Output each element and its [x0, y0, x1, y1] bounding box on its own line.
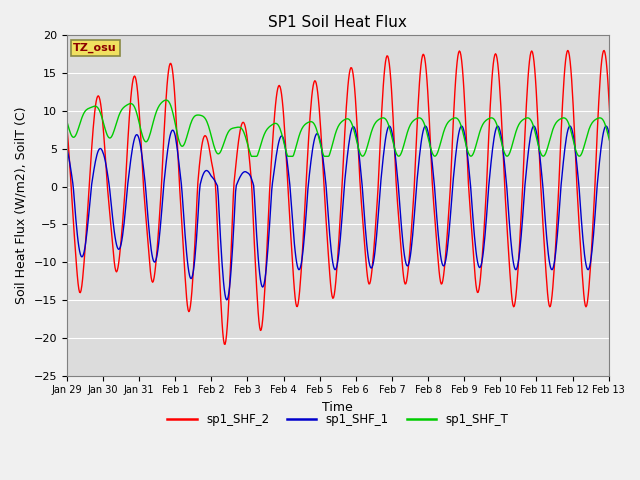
sp1_SHF_1 — [417, 147, 424, 153]
Text: TZ_osu: TZ_osu — [73, 43, 117, 53]
sp1_SHF_T — [417, 116, 425, 121]
sp1_SHF_T — [63, 118, 70, 124]
Line: sp1_SHF_1: sp1_SHF_1 — [67, 126, 640, 300]
Y-axis label: Soil Heat Flux (W/m2), SoilT (C): Soil Heat Flux (W/m2), SoilT (C) — [15, 107, 28, 304]
sp1_SHF_T — [449, 115, 457, 121]
sp1_SHF_T — [131, 104, 138, 110]
sp1_SHF_T — [267, 123, 275, 129]
Line: sp1_SHF_T: sp1_SHF_T — [67, 100, 640, 156]
sp1_SHF_1 — [266, 212, 274, 217]
sp1_SHF_T — [238, 126, 246, 132]
sp1_SHF_2 — [131, 73, 138, 79]
Line: sp1_SHF_2: sp1_SHF_2 — [67, 50, 640, 344]
Legend: sp1_SHF_2, sp1_SHF_1, sp1_SHF_T: sp1_SHF_2, sp1_SHF_1, sp1_SHF_T — [163, 408, 513, 431]
sp1_SHF_2 — [221, 341, 229, 347]
sp1_SHF_1 — [449, 176, 457, 181]
sp1_SHF_1 — [63, 146, 70, 152]
sp1_SHF_2 — [564, 48, 572, 53]
X-axis label: Time: Time — [323, 401, 353, 414]
sp1_SHF_1 — [238, 171, 246, 177]
sp1_SHF_1 — [131, 135, 138, 141]
sp1_SHF_2 — [63, 121, 70, 127]
sp1_SHF_2 — [417, 71, 424, 76]
sp1_SHF_2 — [266, 177, 274, 182]
sp1_SHF_2 — [238, 121, 246, 127]
sp1_SHF_1 — [223, 297, 230, 303]
sp1_SHF_1 — [288, 213, 296, 219]
sp1_SHF_T — [163, 97, 170, 103]
Title: SP1 Soil Heat Flux: SP1 Soil Heat Flux — [268, 15, 407, 30]
sp1_SHF_1 — [422, 123, 429, 129]
sp1_SHF_2 — [288, 253, 296, 259]
sp1_SHF_T — [289, 154, 297, 159]
sp1_SHF_T — [248, 154, 255, 159]
sp1_SHF_2 — [449, 133, 456, 139]
